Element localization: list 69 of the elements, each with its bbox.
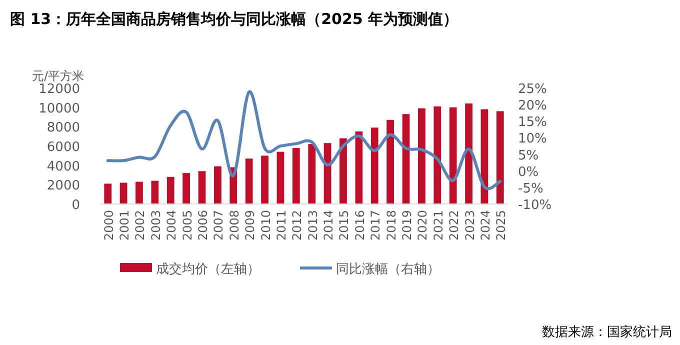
bar	[292, 148, 300, 204]
y-tick-label: 2000	[46, 178, 80, 194]
y2-tick-label: -5%	[518, 181, 544, 196]
y2-tick-label: 25%	[518, 82, 547, 97]
x-tick-label: 2014	[322, 210, 336, 241]
source-note: 数据来源：国家统计局	[542, 324, 672, 340]
bar	[402, 114, 410, 204]
x-tick-label: 2010	[258, 210, 273, 241]
x-tick-label: 2015	[337, 210, 352, 241]
bar	[182, 173, 190, 204]
x-tick-label: 2005	[180, 210, 194, 241]
x-tick-label: 2025	[494, 210, 508, 241]
x-tick-label: 2002	[133, 210, 148, 241]
bar	[370, 128, 378, 204]
bar	[120, 182, 128, 204]
bar	[198, 171, 206, 204]
x-tick-label: 2023	[462, 210, 477, 241]
bar	[449, 107, 457, 204]
bar	[465, 103, 472, 204]
x-tick-label: 2024	[478, 210, 492, 241]
x-tick-label: 2006	[196, 210, 210, 241]
y-tick-label: 6000	[46, 140, 80, 155]
y2-tick-label: 15%	[518, 115, 547, 130]
x-tick-label: 2008	[227, 210, 242, 241]
bar	[418, 108, 426, 204]
x-tick-label: 2001	[118, 210, 132, 241]
chart-title: 图 13：历年全国商品房销售均价与同比涨幅（2025 年为预测值）	[10, 10, 458, 28]
x-tick-label: 2007	[212, 210, 226, 241]
x-tick-label: 2003	[148, 210, 163, 241]
x-tick-label: 2013	[306, 210, 320, 241]
y-tick-label: 0	[72, 198, 80, 213]
y-tick-label: 12000	[38, 82, 80, 97]
y2-tick-label: 10%	[518, 132, 547, 147]
bar	[136, 182, 143, 204]
y2-tick-label: 20%	[518, 98, 547, 114]
bar	[104, 184, 112, 204]
bar	[214, 166, 222, 204]
bar	[166, 176, 174, 204]
x-tick-label: 2018	[384, 210, 398, 241]
bar	[261, 156, 268, 204]
y2-tick-label: 0%	[518, 164, 539, 180]
legend-label: 成交均价（左轴）	[156, 261, 260, 277]
bar	[355, 132, 363, 204]
x-tick-label: 2017	[368, 210, 383, 241]
y2-tick-label: -10%	[518, 198, 552, 213]
x-tick-label: 2016	[352, 210, 367, 241]
y-tick-label: 4000	[46, 159, 80, 174]
x-tick-label: 2022	[447, 210, 462, 241]
y-axis-title: 元/平方米	[32, 69, 84, 83]
bar	[386, 120, 394, 204]
bar	[308, 144, 316, 204]
x-tick-label: 2009	[243, 210, 258, 241]
bar	[276, 152, 284, 204]
x-tick-label: 2011	[274, 210, 288, 241]
y-tick-label: 8000	[46, 120, 80, 136]
bar	[151, 180, 159, 204]
bar	[245, 158, 253, 204]
x-tick-label: 2020	[416, 210, 430, 241]
x-tick-label: 2004	[164, 210, 179, 241]
x-tick-label: 2012	[290, 210, 304, 241]
x-tick-label: 2019	[400, 210, 414, 241]
x-tick-label: 2000	[102, 210, 116, 241]
bar	[434, 106, 442, 204]
bar	[340, 138, 347, 204]
x-tick-label: 2021	[431, 210, 446, 241]
legend-label: 同比涨幅（右轴）	[336, 262, 440, 277]
y2-tick-label: 5%	[518, 148, 539, 164]
bar	[496, 111, 504, 204]
y-tick-label: 10000	[38, 101, 80, 116]
